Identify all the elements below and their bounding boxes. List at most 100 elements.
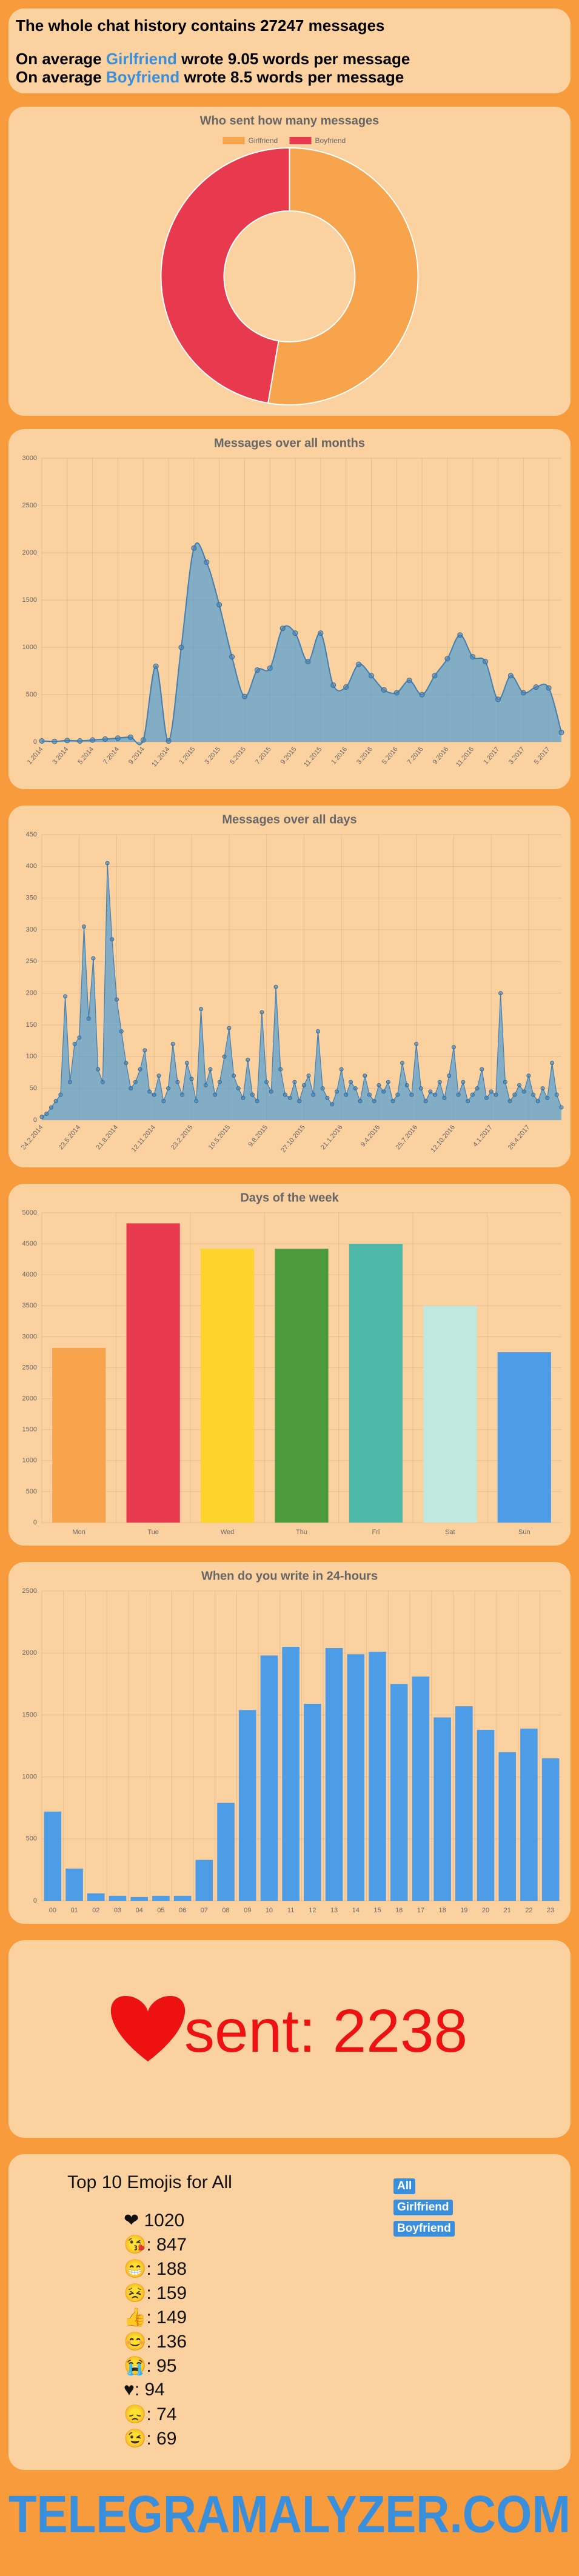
point xyxy=(127,734,133,740)
point xyxy=(267,665,273,671)
point xyxy=(414,1041,419,1046)
point xyxy=(222,1054,227,1059)
y-tick-label: 100 xyxy=(26,1053,37,1060)
point xyxy=(110,937,115,942)
heart-panel: sent: 2238 xyxy=(8,1940,571,2138)
point xyxy=(390,1099,395,1104)
y-tick-label: 300 xyxy=(26,926,37,933)
total: 27247 xyxy=(260,16,304,35)
point xyxy=(428,1089,433,1094)
point xyxy=(273,984,278,989)
point xyxy=(297,1099,302,1104)
x-tick-label: 11.2015 xyxy=(303,746,323,769)
point xyxy=(194,1099,199,1104)
point xyxy=(90,737,96,743)
x-tick-label: 4.1.2017 xyxy=(472,1124,494,1149)
point xyxy=(292,1079,297,1084)
point xyxy=(386,1079,390,1084)
point xyxy=(531,1092,536,1097)
point xyxy=(475,1086,480,1091)
emoji-row: ♥: 94 xyxy=(124,2380,165,2400)
point xyxy=(372,1099,377,1104)
point xyxy=(484,1095,489,1100)
x-tick-label: 9.2015 xyxy=(279,746,298,766)
point xyxy=(86,1016,91,1021)
point xyxy=(142,1048,147,1053)
legend-swatch xyxy=(223,137,245,144)
text: The whole chat history contains xyxy=(16,16,256,35)
y-tick-label: 2000 xyxy=(22,1395,37,1403)
y-tick-label: 150 xyxy=(26,1021,37,1029)
y-tick-label: 4500 xyxy=(22,1240,37,1247)
x-tick-label: 10.5.2015 xyxy=(207,1124,232,1151)
name: Boyfriend xyxy=(105,68,180,86)
y-tick-label: 1500 xyxy=(22,596,37,604)
x-tick-label: 03 xyxy=(114,1907,121,1914)
point xyxy=(550,1061,555,1066)
point xyxy=(241,1095,246,1100)
x-tick-label: 16 xyxy=(395,1907,403,1914)
x-tick-label: 9.8.2015 xyxy=(247,1124,269,1149)
point xyxy=(278,1067,283,1072)
x-tick-label: 12.10.2016 xyxy=(429,1124,457,1154)
point xyxy=(264,1079,269,1084)
average-line: On average Girlfriend wrote 9.05 words p… xyxy=(16,50,410,68)
total-line: The whole chat history contains 27247 me… xyxy=(16,16,384,35)
point xyxy=(554,1092,559,1097)
point xyxy=(246,1058,250,1063)
y-tick-label: 1500 xyxy=(22,1711,37,1718)
x-tick-label: 13 xyxy=(330,1907,338,1914)
point xyxy=(344,1092,349,1097)
point xyxy=(229,654,235,660)
y-tick-label: 2500 xyxy=(22,1364,37,1371)
x-tick-label: 21 xyxy=(504,1907,511,1914)
x-tick-label: 19 xyxy=(460,1907,467,1914)
x-tick-label: 21.8.2014 xyxy=(95,1124,119,1151)
point xyxy=(400,1061,404,1066)
point xyxy=(259,1010,264,1015)
heart-stat: sent: 2238 xyxy=(110,1995,467,2065)
x-tick-label: 9.4.2016 xyxy=(360,1124,382,1149)
bar xyxy=(541,1758,560,1901)
y-tick-label: 1000 xyxy=(22,1774,37,1781)
emoji-row: ❤ 1020 xyxy=(124,2210,184,2231)
point xyxy=(102,736,109,742)
emoji-title: Top 10 Emojis for All xyxy=(67,2172,232,2192)
point xyxy=(470,1092,475,1097)
bar xyxy=(304,1704,321,1901)
bar xyxy=(44,1811,62,1901)
point xyxy=(161,1099,166,1104)
filter-button[interactable]: Boyfriend xyxy=(393,2221,455,2237)
x-tick-label: Fri xyxy=(372,1529,380,1536)
text: On average xyxy=(16,50,102,68)
point xyxy=(100,1079,105,1084)
point xyxy=(381,1089,386,1094)
legend-swatch xyxy=(289,137,312,144)
emoji-row: 😉: 69 xyxy=(124,2428,176,2449)
point xyxy=(318,630,324,636)
emoji: 😣: xyxy=(124,2283,152,2303)
x-tick-label: 3.2015 xyxy=(203,746,222,766)
text: wrote xyxy=(184,68,226,86)
brand: TELEGRAMALYZER.COM xyxy=(8,2486,571,2544)
emoji-count: 847 xyxy=(156,2235,187,2255)
point xyxy=(184,1061,189,1066)
point xyxy=(105,861,110,866)
bar xyxy=(130,1897,148,1901)
bar xyxy=(260,1655,278,1901)
filter-button[interactable]: All xyxy=(393,2178,416,2194)
name: Girlfriend xyxy=(105,50,177,68)
y-tick-label: 2000 xyxy=(22,1649,37,1657)
bar xyxy=(349,1244,403,1523)
x-tick-label: 3.2014 xyxy=(52,746,70,766)
emoji-count: 149 xyxy=(156,2307,187,2327)
y-tick-label: 0 xyxy=(33,1116,37,1124)
x-tick-label: 12 xyxy=(309,1907,316,1914)
chart-title: Days of the week xyxy=(240,1191,339,1204)
y-tick-label: 2000 xyxy=(22,549,37,556)
filter-button[interactable]: Girlfriend xyxy=(393,2200,453,2215)
chart-panel: Days of the week 0 500 1000 1500 2000 2500 3000… xyxy=(8,1184,571,1546)
point xyxy=(283,1092,287,1097)
text: wrote xyxy=(181,50,224,68)
